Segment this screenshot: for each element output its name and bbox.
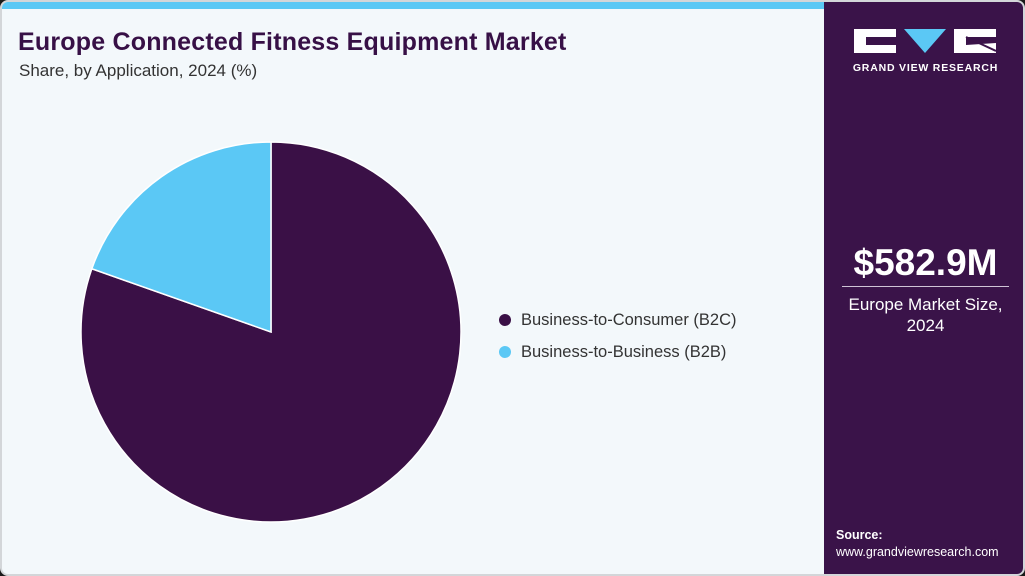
legend-label: Business-to-Consumer (B2C)	[521, 310, 737, 329]
market-size-label-line1: Europe Market Size,	[848, 295, 1003, 314]
pie-chart	[80, 141, 462, 523]
legend-dot-icon	[499, 346, 511, 358]
accent-bar	[2, 2, 826, 9]
chart-subtitle: Share, by Application, 2024 (%)	[19, 61, 258, 80]
market-size-label-line2: 2024	[906, 316, 945, 335]
gvr-logo-icon	[854, 29, 996, 53]
legend: Business-to-Consumer (B2C) Business-to-B…	[499, 304, 736, 368]
source-link[interactable]: www.grandviewresearch.com	[836, 545, 999, 559]
legend-item-b2b: Business-to-Business (B2B)	[499, 336, 736, 368]
brand-name: GRAND VIEW RESEARCH	[852, 62, 999, 74]
market-size-value: $582.9M	[853, 242, 998, 283]
legend-label: Business-to-Business (B2B)	[521, 342, 727, 361]
pie-slice-b2b	[90, 141, 272, 334]
source-label: Source:	[836, 528, 883, 542]
market-size-label: Europe Market Size, 2024	[824, 294, 1023, 336]
divider	[842, 286, 1009, 287]
side-panel: GRAND VIEW RESEARCH $582.9M Europe Marke…	[824, 2, 1023, 574]
chart-title: Europe Connected Fitness Equipment Marke…	[18, 28, 567, 56]
legend-dot-icon	[499, 314, 511, 326]
legend-item-b2c: Business-to-Consumer (B2C)	[499, 304, 736, 336]
